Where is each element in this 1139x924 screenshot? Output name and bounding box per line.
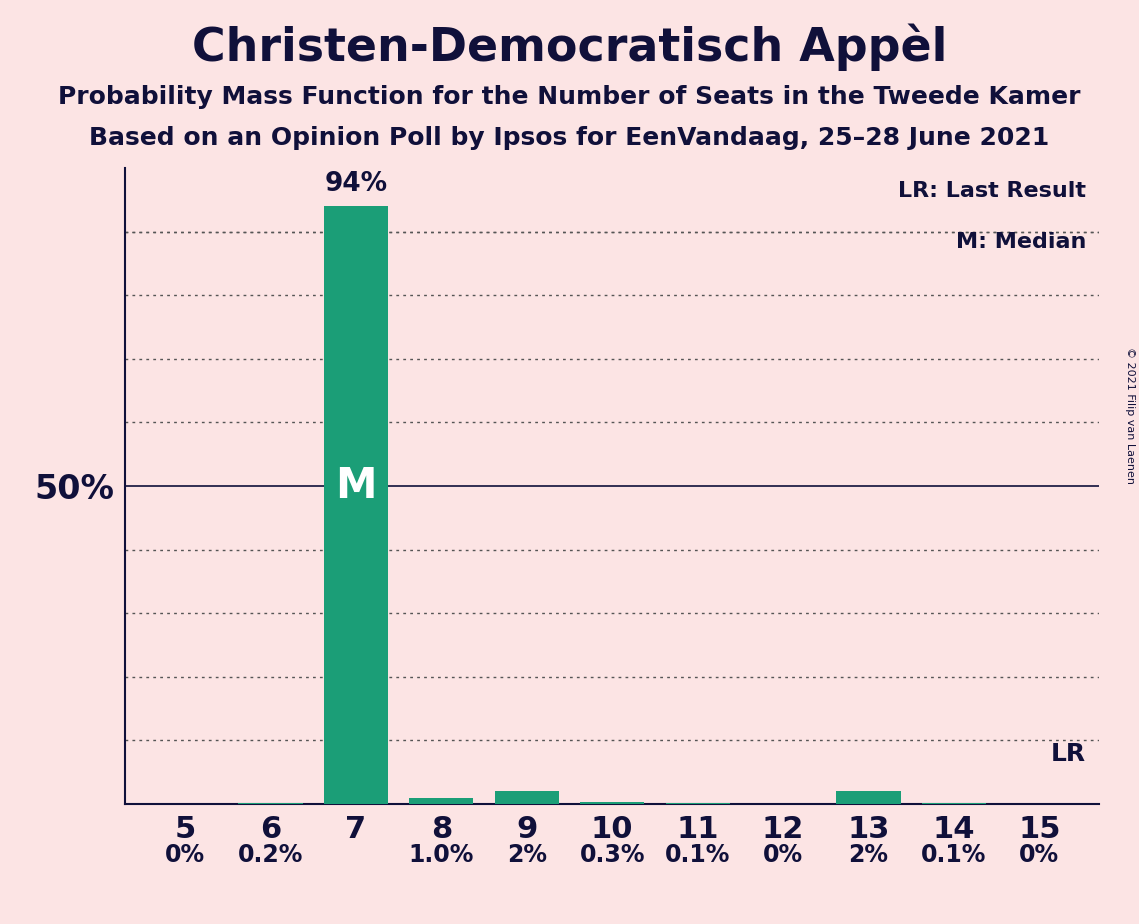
Bar (409, 797, 474, 804)
Text: M: Median: M: Median (956, 232, 1087, 251)
Text: M: M (335, 465, 377, 507)
Text: 1.0%: 1.0% (409, 843, 474, 867)
Text: Probability Mass Function for the Number of Seats in the Tweede Kamer: Probability Mass Function for the Number… (58, 85, 1081, 109)
Text: 2%: 2% (507, 843, 547, 867)
Text: Based on an Opinion Poll by Ipsos for EenVandaag, 25–28 June 2021: Based on an Opinion Poll by Ipsos for Ee… (89, 126, 1050, 150)
Bar (580, 802, 645, 804)
Text: 0%: 0% (763, 843, 803, 867)
Text: 0.1%: 0.1% (665, 843, 730, 867)
Bar (836, 791, 901, 804)
Text: 0.1%: 0.1% (921, 843, 986, 867)
Text: 94%: 94% (325, 171, 387, 197)
Text: 0%: 0% (1019, 843, 1059, 867)
Text: © 2021 Filip van Laenen: © 2021 Filip van Laenen (1125, 347, 1134, 484)
Bar (323, 206, 388, 804)
Text: LR: Last Result: LR: Last Result (899, 181, 1087, 201)
Text: Christen-Democratisch Appèl: Christen-Democratisch Appèl (191, 23, 948, 70)
Bar (494, 791, 559, 804)
Bar (238, 803, 303, 804)
Text: LR: LR (1051, 742, 1087, 766)
Text: 0.3%: 0.3% (580, 843, 645, 867)
Text: 0%: 0% (165, 843, 205, 867)
Text: 2%: 2% (849, 843, 888, 867)
Text: 0.2%: 0.2% (238, 843, 303, 867)
